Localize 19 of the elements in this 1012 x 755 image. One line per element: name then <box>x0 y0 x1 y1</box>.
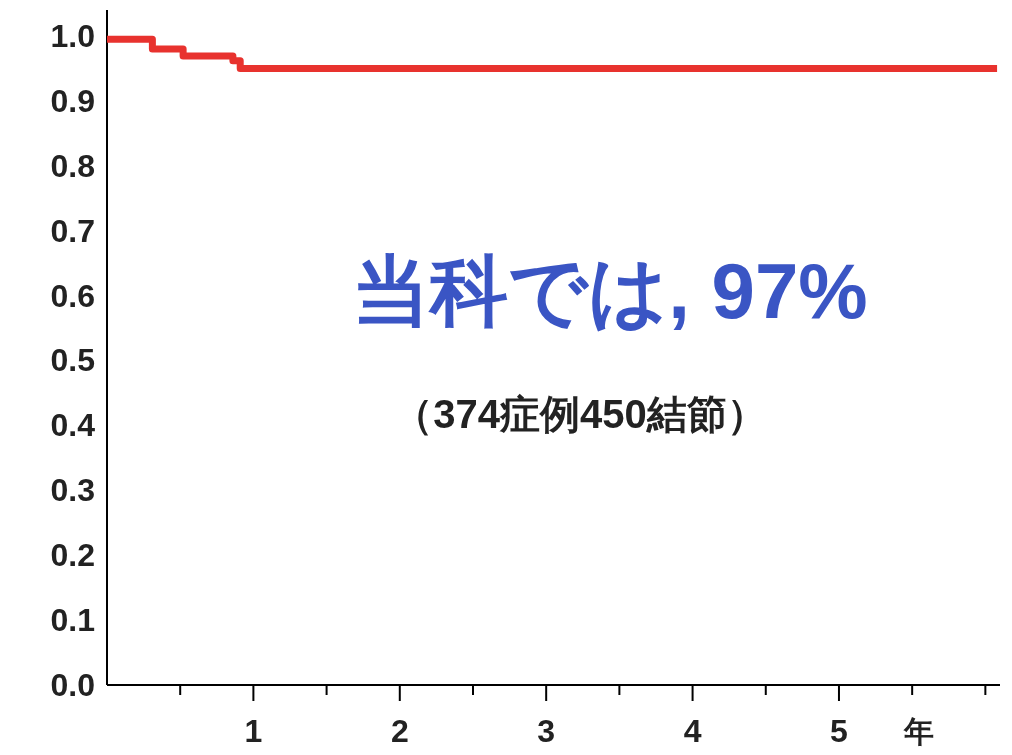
x-axis-title: 年 <box>903 715 935 748</box>
y-tick-label: 0.3 <box>50 472 95 509</box>
annotation: （374症例450結節） <box>393 392 767 436</box>
x-tick-label: 3 <box>537 713 556 749</box>
y-tick-label: 0.8 <box>50 147 95 184</box>
x-tick-label: 4 <box>683 713 702 749</box>
y-tick-label: 0.5 <box>50 342 95 379</box>
y-tick-label: 0.7 <box>50 212 95 249</box>
y-tick-label: 0.1 <box>50 602 95 639</box>
annotation: 当科では, 97% <box>352 247 868 335</box>
y-tick-label: 0.4 <box>50 407 96 444</box>
y-tick-label: 0.0 <box>50 667 95 703</box>
x-tick-label: 1 <box>244 713 263 749</box>
y-tick-label: 0.2 <box>50 537 95 574</box>
x-tick-label: 5 <box>830 713 848 749</box>
y-tick-label: 0.9 <box>50 82 95 119</box>
y-tick-label: 1.0 <box>50 17 95 54</box>
y-tick-label: 0.6 <box>50 277 95 314</box>
x-tick-label: 2 <box>390 713 409 749</box>
